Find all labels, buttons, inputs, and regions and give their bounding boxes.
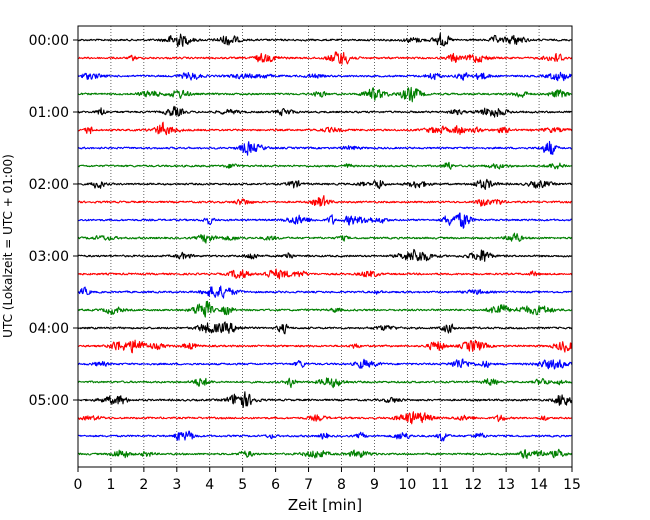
seismic-trace — [77, 358, 573, 370]
y-tick-label: 01:00 — [29, 105, 69, 121]
x-tick-label: 12 — [464, 477, 482, 493]
seismic-trace — [77, 195, 573, 207]
trace-group — [77, 32, 573, 460]
seismic-trace — [77, 140, 573, 156]
x-tick-label: 1 — [106, 477, 115, 493]
seismic-trace — [77, 300, 573, 318]
seismic-trace — [77, 121, 573, 136]
x-tick-label: 11 — [431, 477, 449, 493]
x-tick-label: 4 — [205, 477, 214, 493]
y-axis-label: UTC (Lokalzeit = UTC + 01:00) — [1, 154, 15, 338]
y-tick-label: 00:00 — [29, 33, 69, 49]
seismic-trace — [77, 248, 573, 262]
seismic-trace — [77, 339, 573, 354]
x-tick-label: 0 — [74, 477, 83, 493]
plot-area — [78, 26, 572, 467]
x-tick-label: 14 — [530, 477, 548, 493]
seismic-trace — [77, 105, 573, 118]
seismic-trace — [77, 71, 573, 82]
x-tick-label: 15 — [563, 477, 581, 493]
seismic-trace — [77, 430, 573, 442]
y-tick-label: 03:00 — [29, 249, 69, 265]
y-tick-label: 05:00 — [29, 393, 69, 409]
seismic-trace — [77, 212, 573, 229]
seismic-trace — [77, 377, 573, 389]
seismic-trace — [77, 285, 573, 299]
x-axis-label: Zeit [min] — [288, 496, 362, 514]
y-axis: 00:00 01:00 02:00 03:00 04:00 05:00 — [29, 33, 78, 409]
seismic-trace — [77, 161, 573, 170]
y-tick-label: 04:00 — [29, 321, 69, 337]
seismic-trace — [77, 391, 573, 408]
seismic-trace — [77, 86, 573, 103]
x-tick-label: 8 — [337, 477, 346, 493]
seismic-trace — [77, 411, 573, 425]
x-tick-label: 10 — [398, 477, 416, 493]
x-tick-label: 3 — [172, 477, 181, 493]
seismic-trace — [77, 232, 573, 244]
plot-frame — [77, 25, 573, 468]
x-tick-label: 6 — [271, 477, 280, 493]
y-tick-label: 02:00 — [29, 177, 69, 193]
x-tick-label: 13 — [497, 477, 515, 493]
seismic-trace — [77, 448, 573, 460]
x-tick-label: 5 — [238, 477, 247, 493]
x-tick-label: 2 — [139, 477, 148, 493]
x-axis: 0 1 2 3 4 5 6 7 8 9 10 11 12 13 14 15 — [74, 467, 581, 493]
x-tick-label: 7 — [304, 477, 313, 493]
seismic-trace — [77, 32, 573, 48]
seismic-trace — [77, 51, 573, 65]
seismic-trace — [77, 268, 573, 280]
seismic-trace — [77, 321, 573, 335]
x-tick-label: 9 — [370, 477, 379, 493]
seismic-trace — [77, 178, 573, 190]
